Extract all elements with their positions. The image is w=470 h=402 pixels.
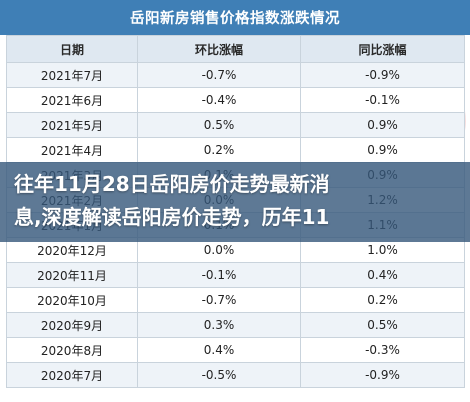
cell-yoy-change: 0.5% <box>300 312 465 338</box>
table-row: 2020年11月 -0.1% 0.4% <box>6 262 465 288</box>
cell-yoy-change: -0.9% <box>300 362 465 388</box>
cell-date: 2020年10月 <box>6 287 138 313</box>
cell-mom-change: 0.5% <box>137 112 301 138</box>
cell-date: 2020年11月 <box>6 262 138 288</box>
table-row: 2021年7月 -0.7% -0.9% <box>6 62 465 88</box>
headline-line-1: 往年11月28日岳阳房价走势最新消 <box>14 172 330 196</box>
cell-date: 2020年7月 <box>6 362 138 388</box>
table-row: 2020年9月 0.3% 0.5% <box>6 312 465 338</box>
cell-mom-change: -0.4% <box>137 87 301 113</box>
table-row: 2021年5月 0.5% 0.9% <box>6 112 465 138</box>
table-row: 2021年4月 0.2% 0.9% <box>6 137 465 163</box>
table-row: 2020年8月 0.4% -0.3% <box>6 337 465 363</box>
table-header-row: 日期 环比涨幅 同比涨幅 <box>6 35 465 63</box>
cell-yoy-change: -0.3% <box>300 337 465 363</box>
cell-date: 2021年6月 <box>6 87 138 113</box>
header-date: 日期 <box>6 35 138 63</box>
table-row: 2020年10月 -0.7% 0.2% <box>6 287 465 313</box>
cell-date: 2021年5月 <box>6 112 138 138</box>
cell-mom-change: -0.7% <box>137 62 301 88</box>
table-title: 岳阳新房销售价格指数涨跌情况 <box>0 0 470 35</box>
cell-mom-change: 0.2% <box>137 137 301 163</box>
header-mom-change: 环比涨幅 <box>137 35 301 63</box>
cell-yoy-change: -0.9% <box>300 62 465 88</box>
table-row: 2021年6月 -0.4% -0.1% <box>6 87 465 113</box>
cell-mom-change: 0.3% <box>137 312 301 338</box>
cell-date: 2020年8月 <box>6 337 138 363</box>
cell-mom-change: -0.5% <box>137 362 301 388</box>
cell-mom-change: 0.4% <box>137 337 301 363</box>
headline-overlay: 往年11月28日岳阳房价走势最新消 息,深度解读岳阳房价走势，历年11 <box>0 162 470 242</box>
cell-date: 2021年7月 <box>6 62 138 88</box>
cell-yoy-change: -0.1% <box>300 87 465 113</box>
cell-mom-change: -0.1% <box>137 262 301 288</box>
cell-date: 2021年4月 <box>6 137 138 163</box>
cell-yoy-change: 0.9% <box>300 112 465 138</box>
headline-line-2: 息,深度解读岳阳房价走势，历年11 <box>14 205 330 229</box>
header-yoy-change: 同比涨幅 <box>300 35 465 63</box>
table-row: 2020年7月 -0.5% -0.9% <box>6 362 465 388</box>
cell-yoy-change: 0.2% <box>300 287 465 313</box>
cell-yoy-change: 0.9% <box>300 137 465 163</box>
cell-date: 2020年9月 <box>6 312 138 338</box>
cell-mom-change: -0.7% <box>137 287 301 313</box>
cell-yoy-change: 0.4% <box>300 262 465 288</box>
